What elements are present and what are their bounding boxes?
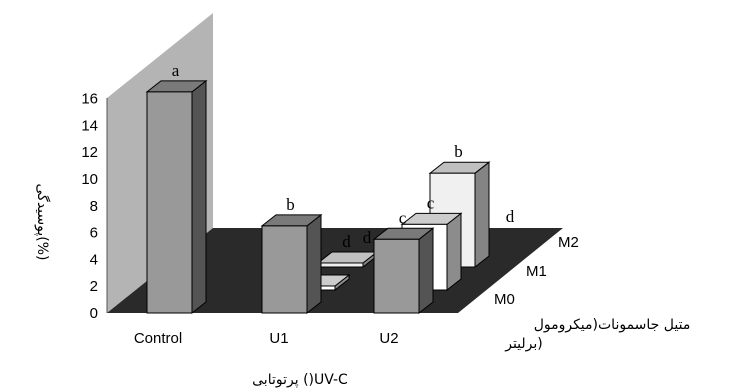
significance-label: d [342,232,351,251]
x-axis-title: پرتوتابی ()UV-C [252,372,348,388]
bar-side [446,212,462,292]
bar-M0-U2 [372,227,435,315]
significance-label: a [172,61,180,80]
depth-labels: M0 M1 M2 [494,234,579,308]
bar-side [191,79,207,315]
depth-axis-title-line2: برلیتر) [504,336,543,352]
bars [145,79,491,315]
bar-side [418,227,434,315]
y-axis-title: پوسیدگی(%) [34,183,51,260]
significance-label: c [399,208,407,227]
y-tick-label: 10 [81,171,98,188]
y-tick-label: 16 [81,91,98,108]
bar-M0-U1 [260,213,323,315]
bar-front [317,262,364,268]
y-tick-label: 14 [81,117,98,134]
x-tick-label: U2 [379,330,398,347]
significance-label: b [286,195,295,214]
x-tick-label: U1 [269,330,288,347]
bar-front [261,225,308,314]
bar-front [373,238,420,314]
depth-label: M0 [494,291,515,308]
y-tick-labels: 0 2 4 6 8 10 12 14 16 [81,91,98,322]
bar-front [146,91,193,314]
x-tick-label: Control [134,330,182,347]
y-tick-label: 8 [90,198,98,215]
y-tick-label: 0 [90,305,98,322]
bar-side [306,213,322,315]
depth-label: M1 [526,263,547,280]
significance-label: d [363,228,372,247]
significance-label: c [427,193,435,212]
y-tick-label: 2 [90,278,98,295]
significance-label: d [506,207,515,226]
y-tick-label: 12 [81,144,98,161]
depth-label: M2 [558,234,579,251]
significance-label: b [454,142,463,161]
y-tick-label: 6 [90,225,98,242]
bar-M0-Control [145,79,208,315]
x-tick-labels: Control U1 U2 [134,330,399,347]
depth-axis-title-line1: متیل جاسمونات(میکرومول [534,317,691,333]
y-tick-label: 4 [90,251,98,268]
bar-side [474,161,490,269]
